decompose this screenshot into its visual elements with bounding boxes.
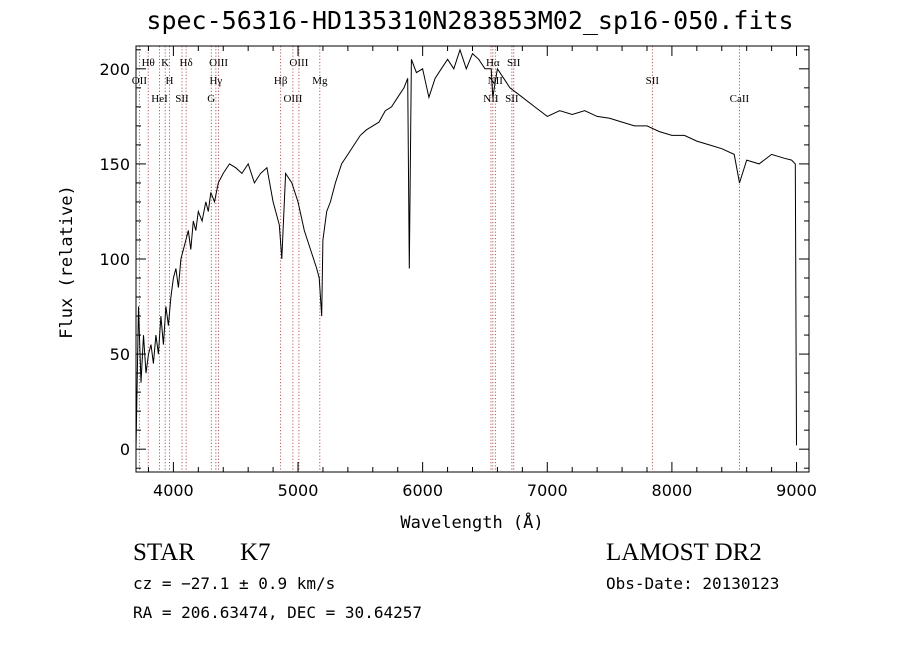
spectral-line-label: OIII [283, 93, 302, 105]
spectral-line-label: Hα [486, 57, 500, 69]
obs-date: Obs-Date: 20130123 [606, 574, 780, 593]
object-class: STAR [133, 539, 195, 566]
page-title: spec-56316-HD135310N283853M02_sp16-050.f… [146, 6, 794, 35]
y-tick-label: 100 [99, 250, 130, 269]
x-tick-label: 9000 [776, 481, 817, 500]
spectral-line-label: Hθ [142, 57, 155, 69]
spectral-line-label: HeI [151, 93, 168, 105]
spectral-line-label: Hβ [274, 75, 288, 87]
spectrum-line [135, 48, 797, 450]
spectral-line-label: CaII [730, 93, 750, 105]
survey-name: LAMOST DR2 [606, 539, 762, 566]
x-tick-label: 6000 [402, 481, 443, 500]
spectral-line-label: SII [175, 93, 189, 105]
x-tick-label: 5000 [278, 481, 319, 500]
x-axis-label: Wavelength (Å) [400, 511, 543, 533]
x-tick-label: 8000 [652, 481, 693, 500]
x-axis: 4000 5000 6000 7000 8000 9000 [147, 46, 817, 500]
coordinates: RA = 206.63474, DEC = 30.64257 [133, 603, 422, 622]
y-tick-label: 0 [120, 440, 130, 459]
object-subclass: K7 [240, 539, 271, 566]
x-tick-label: 7000 [527, 481, 568, 500]
y-tick-label: 150 [99, 155, 130, 174]
spectral-line-label: SII [507, 57, 521, 69]
redshift-value: cz = −27.1 ± 0.9 km/s [133, 574, 336, 593]
spectral-line-label: OIII [209, 57, 228, 69]
spectral-line-label: NII [483, 93, 499, 105]
y-tick-label: 200 [99, 60, 130, 79]
spectral-line-labels: HθOIIHeIKHSIIHδHγGOIIIHβOIIIOIIIMgNIIHαN… [132, 57, 750, 105]
x-tick-label: 4000 [153, 481, 194, 500]
y-axis-label: Flux (relative) [57, 185, 77, 339]
y-tick-label: 50 [110, 345, 130, 364]
spectral-line-label: SII [646, 75, 660, 87]
spectral-line-label: H [166, 75, 174, 87]
spectral-line-markers [138, 46, 740, 472]
spectral-line-label: K [161, 57, 169, 69]
plot-frame [135, 45, 810, 473]
spectral-line-label: Hγ [209, 75, 222, 87]
spectral-line-label: G [207, 93, 215, 105]
y-axis: 0 50 100 150 200 [99, 49, 809, 469]
spectral-line-label: OII [132, 75, 148, 87]
spectral-line-label: SII [505, 93, 519, 105]
spectral-line-label: OIII [289, 57, 308, 69]
spectral-line-label: Mg [312, 75, 328, 87]
spectral-line-label: Hδ [180, 57, 193, 69]
